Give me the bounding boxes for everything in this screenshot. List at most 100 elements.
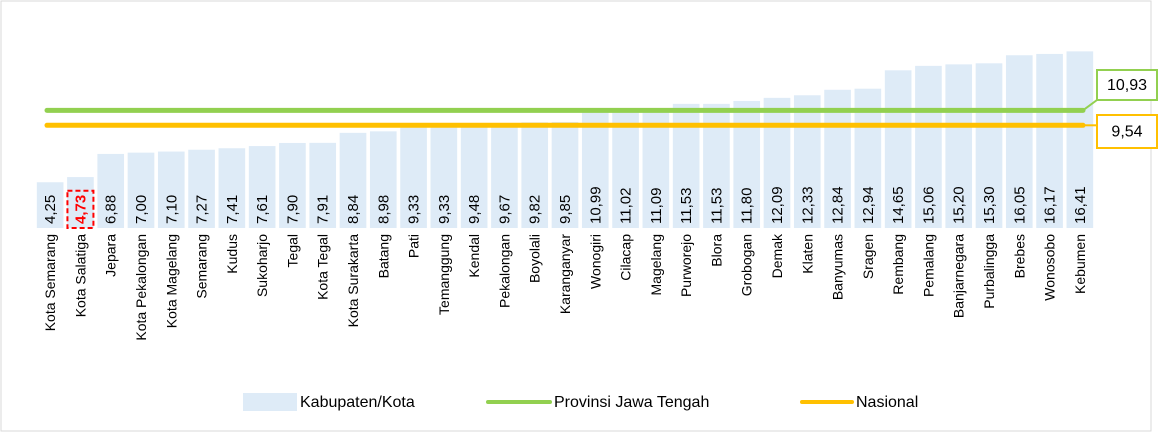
- bar: [309, 142, 337, 228]
- bar: [642, 108, 670, 228]
- value-label: 12,84: [830, 186, 847, 224]
- bar: [733, 100, 761, 228]
- x-tick-label: Kota Semarang: [42, 234, 58, 331]
- value-label: 16,17: [1042, 186, 1059, 224]
- x-tick-label: Magelang: [648, 234, 664, 296]
- x-tick-label: Wonosobo: [1042, 234, 1058, 301]
- value-label: 9,82: [527, 195, 544, 224]
- value-label: 11,80: [739, 188, 756, 224]
- bar: [763, 97, 791, 228]
- value-label: 12,09: [769, 186, 786, 224]
- value-label: 4,73: [72, 195, 89, 224]
- bar: [400, 127, 427, 228]
- value-label: 7,61: [254, 195, 271, 224]
- x-tick-label: Batang: [375, 234, 391, 278]
- x-tick-label: Wonogiri: [587, 234, 603, 289]
- value-label: 6,88: [103, 195, 120, 224]
- value-label: 9,67: [496, 195, 513, 224]
- x-tick-label: Pekalongan: [496, 234, 512, 308]
- value-label: 8,84: [345, 195, 362, 224]
- x-tick-label: Banyumas: [830, 234, 846, 300]
- x-tick-label: Klaten: [799, 234, 815, 274]
- bar: [369, 131, 397, 228]
- value-label: 7,10: [163, 195, 180, 224]
- x-tick-label: Semarang: [194, 234, 210, 299]
- bar: [430, 127, 458, 228]
- value-label: 7,41: [224, 195, 241, 224]
- x-tick-label: Kota Magelang: [163, 234, 179, 328]
- value-label: 15,06: [920, 186, 937, 224]
- x-tick-label: Kota Tegal: [315, 234, 331, 300]
- value-label: 9,33: [406, 195, 423, 224]
- value-label: 16,05: [1011, 186, 1028, 224]
- x-tick-label: Kendal: [466, 234, 482, 278]
- x-tick-label: Grobogan: [739, 234, 755, 296]
- x-tick-label: Pati: [406, 234, 422, 258]
- bar: [188, 149, 215, 228]
- bar: [218, 148, 246, 228]
- value-label: 4,25: [42, 195, 59, 224]
- value-label: 7,27: [194, 195, 211, 224]
- bar: [36, 182, 64, 228]
- x-tick-label: Sragen: [860, 234, 876, 279]
- x-tick-label: Pemalang: [920, 234, 936, 297]
- bar: [551, 121, 579, 228]
- value-label: 7,90: [284, 195, 301, 224]
- value-label: 8,98: [375, 195, 392, 224]
- bar: [127, 152, 155, 228]
- bar: [339, 132, 367, 228]
- x-tick-label: Tegal: [284, 234, 300, 267]
- value-label: 12,33: [799, 186, 816, 224]
- x-tick-label: Kudus: [224, 234, 240, 274]
- x-tick-label: Banjarnegara: [951, 234, 967, 318]
- x-tick-label: Cilacap: [618, 234, 634, 281]
- x-tick-label: Purworejo: [678, 234, 694, 297]
- legend-swatch: [243, 393, 297, 411]
- value-label: 14,65: [890, 186, 907, 224]
- legend-label: Nasional: [856, 394, 918, 411]
- value-label: 7,00: [133, 195, 150, 224]
- callout-label: 9,54: [1111, 124, 1142, 141]
- value-label: 10,99: [587, 186, 604, 224]
- bar: [248, 146, 276, 228]
- value-label: 16,41: [1072, 186, 1089, 224]
- x-tick-label: Kebumen: [1072, 234, 1088, 294]
- bar: [491, 123, 518, 228]
- value-label: 12,94: [860, 186, 877, 224]
- x-tick-label: Kota Surakarta: [345, 234, 361, 328]
- x-tick-label: Sukoharjo: [254, 234, 270, 297]
- value-label: 9,33: [436, 195, 453, 224]
- x-tick-label: Kota Pekalongan: [133, 234, 149, 341]
- value-label: 11,09: [648, 188, 665, 224]
- x-tick-label: Kota Salatiga: [72, 234, 88, 317]
- callout-box: [1096, 114, 1158, 149]
- callout-line: [1082, 99, 1098, 112]
- callout-label: 10,93: [1107, 77, 1147, 94]
- bar: [1036, 53, 1063, 228]
- callout-box: [1096, 69, 1158, 101]
- value-label: 11,53: [678, 188, 695, 224]
- highlight-box: [66, 189, 95, 229]
- x-tick-label: Jepara: [103, 234, 119, 277]
- value-label: 11,53: [708, 188, 725, 224]
- bar: [279, 142, 306, 228]
- value-label: 9,85: [557, 195, 574, 224]
- bar: [97, 153, 125, 228]
- x-tick-label: Karanganyar: [557, 234, 573, 315]
- x-tick-label: Temanggung: [436, 234, 452, 315]
- bar: [975, 63, 1003, 228]
- legend-label: Kabupaten/Kota: [300, 394, 415, 411]
- bar: [793, 95, 821, 228]
- bar: [157, 151, 185, 228]
- value-label: 7,91: [315, 195, 332, 224]
- x-tick-label: Brebes: [1011, 234, 1027, 278]
- bar: [460, 125, 488, 228]
- bar: [581, 109, 609, 228]
- legend-label: Provinsi Jawa Tengah: [554, 394, 709, 411]
- bar: [945, 64, 973, 229]
- x-tick-label: Boyolali: [527, 234, 543, 283]
- value-label: 9,48: [466, 195, 483, 224]
- x-tick-label: Rembang: [890, 234, 906, 295]
- value-label: 15,30: [981, 186, 998, 224]
